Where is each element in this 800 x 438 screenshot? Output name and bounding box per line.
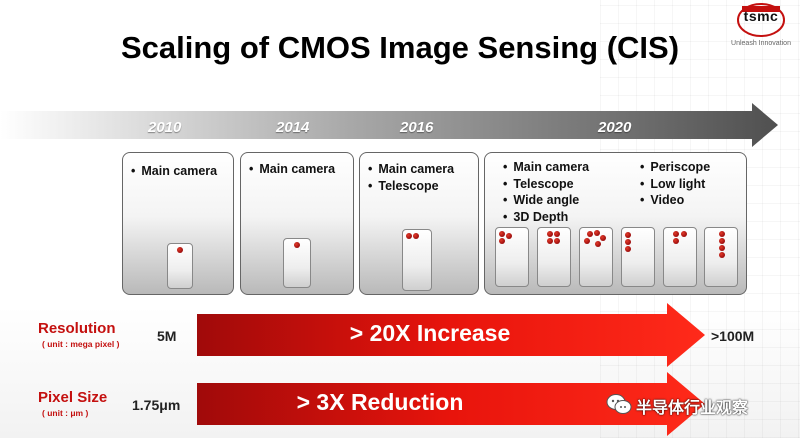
phone-icon [537, 227, 571, 287]
camera-lens-icon [673, 238, 679, 244]
camera-lens-icon [681, 231, 687, 237]
camera-lens-icon [506, 233, 512, 239]
phone-icon [663, 227, 697, 287]
year-label-2016: 2016 [400, 119, 434, 136]
resolution-change-label: > 20X Increase [349, 320, 511, 346]
camera-lens-icon [547, 238, 553, 244]
feature-list-right: Periscope Low light Video [640, 159, 710, 209]
feature-list-left: Main camera Telescope Wide angle 3D Dept… [503, 159, 589, 225]
panel-2020: Main camera Telescope Wide angle 3D Dept… [484, 152, 747, 295]
year-label-2020: 2020 [598, 119, 632, 136]
camera-lens-icon [719, 252, 725, 258]
logo-name: tsmc [743, 8, 779, 24]
feature-item: Periscope [640, 159, 710, 176]
camera-lens-icon [499, 238, 505, 244]
camera-lens-icon [625, 239, 631, 245]
camera-lens-icon [587, 231, 593, 237]
panel-2010: Main camera [122, 152, 234, 295]
phone-icon [579, 227, 613, 287]
panel-2014: Main camera [240, 152, 354, 295]
feature-item: Main camera [503, 159, 589, 176]
feature-item: Video [640, 192, 710, 209]
pixel-size-arrow [197, 372, 705, 436]
feature-item: Main camera [131, 163, 217, 180]
feature-list: Main camera Telescope [368, 161, 454, 194]
feature-item: Main camera [249, 161, 335, 178]
camera-lens-icon [406, 233, 412, 239]
feature-list: Main camera [131, 163, 217, 180]
page-title: Scaling of CMOS Image Sensing (CIS) [120, 30, 680, 65]
camera-lens-icon [625, 246, 631, 252]
pixel-size-unit: ( unit : μm ) [42, 408, 89, 418]
pixel-size-start-value: 1.75μm [132, 397, 181, 413]
camera-lens-icon [294, 242, 300, 248]
feature-list: Main camera [249, 161, 335, 178]
feature-item: Telescope [503, 176, 589, 193]
timeline-arrow [0, 103, 778, 147]
feature-item: Telescope [368, 178, 454, 195]
year-label-2010: 2010 [148, 119, 182, 136]
logo-tagline: Unleash Innovation [731, 40, 791, 47]
phone-icon [167, 243, 193, 289]
resolution-end-value: >100M [711, 328, 755, 344]
phone-icon [402, 229, 432, 291]
resolution-arrow [197, 303, 705, 367]
camera-lens-icon [547, 231, 553, 237]
watermark-text: 半导体行业观察 [636, 400, 749, 417]
feature-item: Main camera [368, 161, 454, 178]
camera-lens-icon [595, 241, 601, 247]
year-label-2014: 2014 [276, 119, 310, 136]
camera-lens-icon [625, 232, 631, 238]
wechat-icon [606, 394, 632, 414]
tsmc-logo: tsmc Unleash Innovation [724, 2, 798, 54]
camera-lens-icon [554, 238, 560, 244]
resolution-label: Resolution [38, 320, 116, 337]
logo-seal-icon [737, 3, 785, 37]
phone-icon [621, 227, 655, 287]
feature-item: 3D Depth [503, 209, 589, 226]
panel-2016: Main camera Telescope [359, 152, 479, 295]
camera-lens-icon [594, 230, 600, 236]
camera-lens-icon [413, 233, 419, 239]
resolution-start-value: 5M [157, 328, 177, 344]
camera-lens-icon [600, 235, 606, 241]
camera-lens-icon [673, 231, 679, 237]
pixel-size-change-label: > 3X Reduction [296, 389, 464, 415]
phone-icon [495, 227, 529, 287]
camera-lens-icon [719, 231, 725, 237]
feature-item: Low light [640, 176, 710, 193]
phone-icon [283, 238, 311, 288]
camera-lens-icon [719, 238, 725, 244]
feature-item: Wide angle [503, 192, 589, 209]
camera-lens-icon [177, 247, 183, 253]
camera-lens-icon [719, 245, 725, 251]
phone-icon [704, 227, 738, 287]
camera-lens-icon [499, 231, 505, 237]
resolution-unit: ( unit : mega pixel ) [42, 339, 120, 349]
camera-lens-icon [584, 238, 590, 244]
pixel-size-label: Pixel Size [38, 389, 108, 406]
camera-lens-icon [554, 231, 560, 237]
